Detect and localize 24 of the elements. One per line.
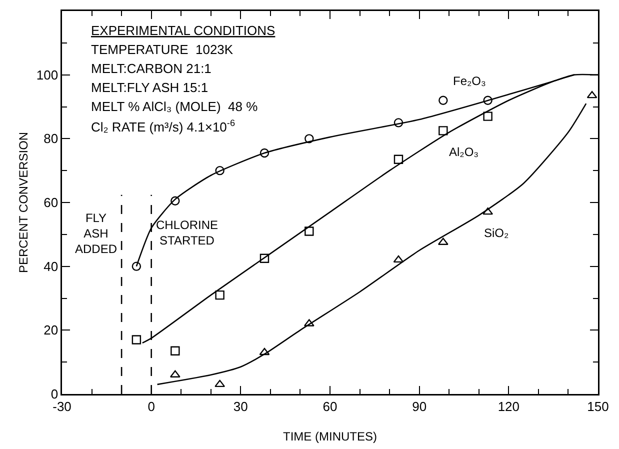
series-label: Fe₂O₃ <box>453 74 486 88</box>
x-tick-label: 0 <box>148 398 155 414</box>
ref-line-label: FLY ASH ADDED <box>75 211 118 256</box>
annotation: TEMPERATURE 1023K <box>91 42 234 57</box>
y-tick-label: 20 <box>44 322 58 338</box>
y-axis-title: PERCENT CONVERSION <box>16 132 31 274</box>
annotation: MELT % AlCl₃ (MOLE) 48 % <box>91 99 258 114</box>
x-axis-title: TIME (MINUTES) <box>283 429 377 444</box>
series-label: Al₂O₃ <box>449 145 479 159</box>
ref-line-label: CHLORINE STARTED <box>156 218 218 248</box>
annotation: MELT:FLY ASH 15:1 <box>91 80 208 95</box>
y-tick-label: 40 <box>44 258 58 274</box>
series-label: SiO₂ <box>484 226 510 240</box>
annotation: Cl₂ RATE (m³/s) 4.1×10$^{-6}$ <box>91 118 236 134</box>
x-tick-label: 60 <box>322 398 338 414</box>
y-tick-label: 60 <box>44 195 58 210</box>
x-tick-label: 90 <box>412 398 427 414</box>
x-tick-label: 120 <box>498 398 520 414</box>
annotation: EXPERIMENTAL CONDITIONS <box>91 23 276 38</box>
annotation: MELT:CARBON 21:1 <box>91 61 212 76</box>
y-tick-label: 80 <box>44 131 58 146</box>
x-tick-label: 30 <box>233 398 248 414</box>
x-tick-label: 150 <box>587 398 609 414</box>
y-tick-label: 100 <box>36 67 58 82</box>
